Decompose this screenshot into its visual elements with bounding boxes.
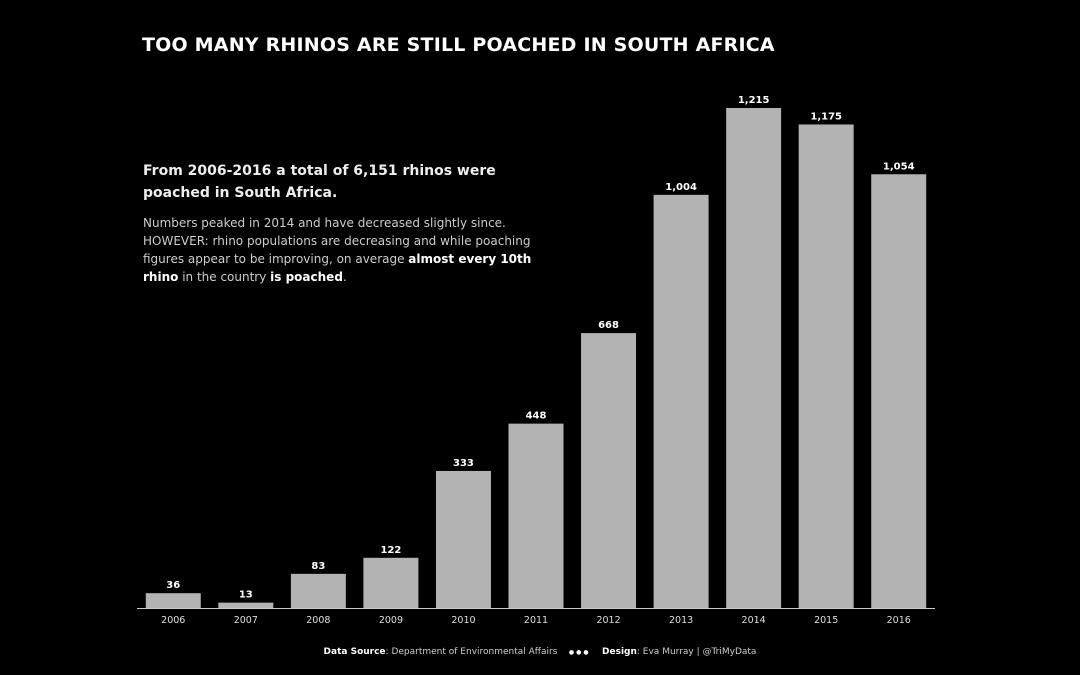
bar-2006	[145, 593, 201, 608]
data-label-2015: 1,175	[810, 111, 842, 122]
x-tick-2009: 2009	[379, 615, 403, 626]
summary-text: Numbers peaked in 2014 and have decrease…	[143, 214, 548, 286]
x-tick-2015: 2015	[814, 615, 838, 626]
x-tick-2010: 2010	[451, 615, 475, 626]
bar-2012	[581, 333, 637, 608]
source-label: Data Source	[323, 647, 386, 657]
x-tick-2008: 2008	[306, 615, 330, 626]
body-p3: almost every 10th rhino	[143, 252, 532, 284]
bar-2009	[363, 557, 419, 608]
bar-2013	[653, 194, 709, 608]
x-tick-2007: 2007	[234, 615, 258, 626]
data-label-2007: 13	[239, 590, 253, 601]
bar-2011	[508, 423, 564, 608]
body-p6: .	[342, 270, 347, 284]
body-p1: Numbers peaked in 2014 and have decrease…	[143, 216, 506, 230]
body-p4: in the country	[178, 270, 271, 284]
chart-title: TOO MANY RHINOS ARE STILL POACHED IN SOU…	[142, 34, 775, 56]
data-label-2013: 1,004	[665, 182, 697, 193]
bar-chart: 36 2006 13 2007 83 2008 122 2009 333 2010 448 2011 6…	[137, 95, 935, 626]
x-tick-2006: 2006	[161, 615, 185, 626]
design-label: Design	[602, 647, 637, 657]
bar-2010	[435, 470, 491, 608]
x-tick-2011: 2011	[524, 615, 548, 626]
separator-dots: ●●●	[568, 649, 591, 656]
data-label-2010: 333	[453, 458, 474, 469]
bar-2015	[798, 124, 854, 608]
footer: Data Source: Department of Environmental…	[0, 647, 1080, 657]
x-tick-2012: 2012	[596, 615, 620, 626]
x-tick-2014: 2014	[742, 615, 766, 626]
data-label-2014: 1,215	[738, 95, 770, 106]
bar-2016	[871, 174, 927, 609]
data-label-2008: 83	[311, 561, 325, 572]
summary-headline: From 2006-2016 a total of 6,151 rhinos w…	[143, 163, 496, 201]
source-text: : Department of Environmental Affairs	[385, 647, 558, 657]
bar-2014	[726, 108, 782, 608]
body-p5: is poached	[270, 270, 343, 284]
data-label-2011: 448	[526, 411, 547, 422]
bar-2008	[290, 573, 346, 608]
data-label-2016: 1,054	[883, 161, 915, 172]
design-text: : Eva Murray | @TriMyData	[636, 647, 757, 657]
bar-2007	[218, 602, 274, 608]
data-label-2009: 122	[380, 545, 401, 556]
x-tick-2016: 2016	[887, 615, 911, 626]
data-label-2006: 36	[166, 580, 180, 591]
data-label-2012: 668	[598, 320, 619, 331]
body-p2: HOWEVER: rhino populations are decreasin…	[143, 234, 531, 266]
x-tick-2013: 2013	[669, 615, 693, 626]
